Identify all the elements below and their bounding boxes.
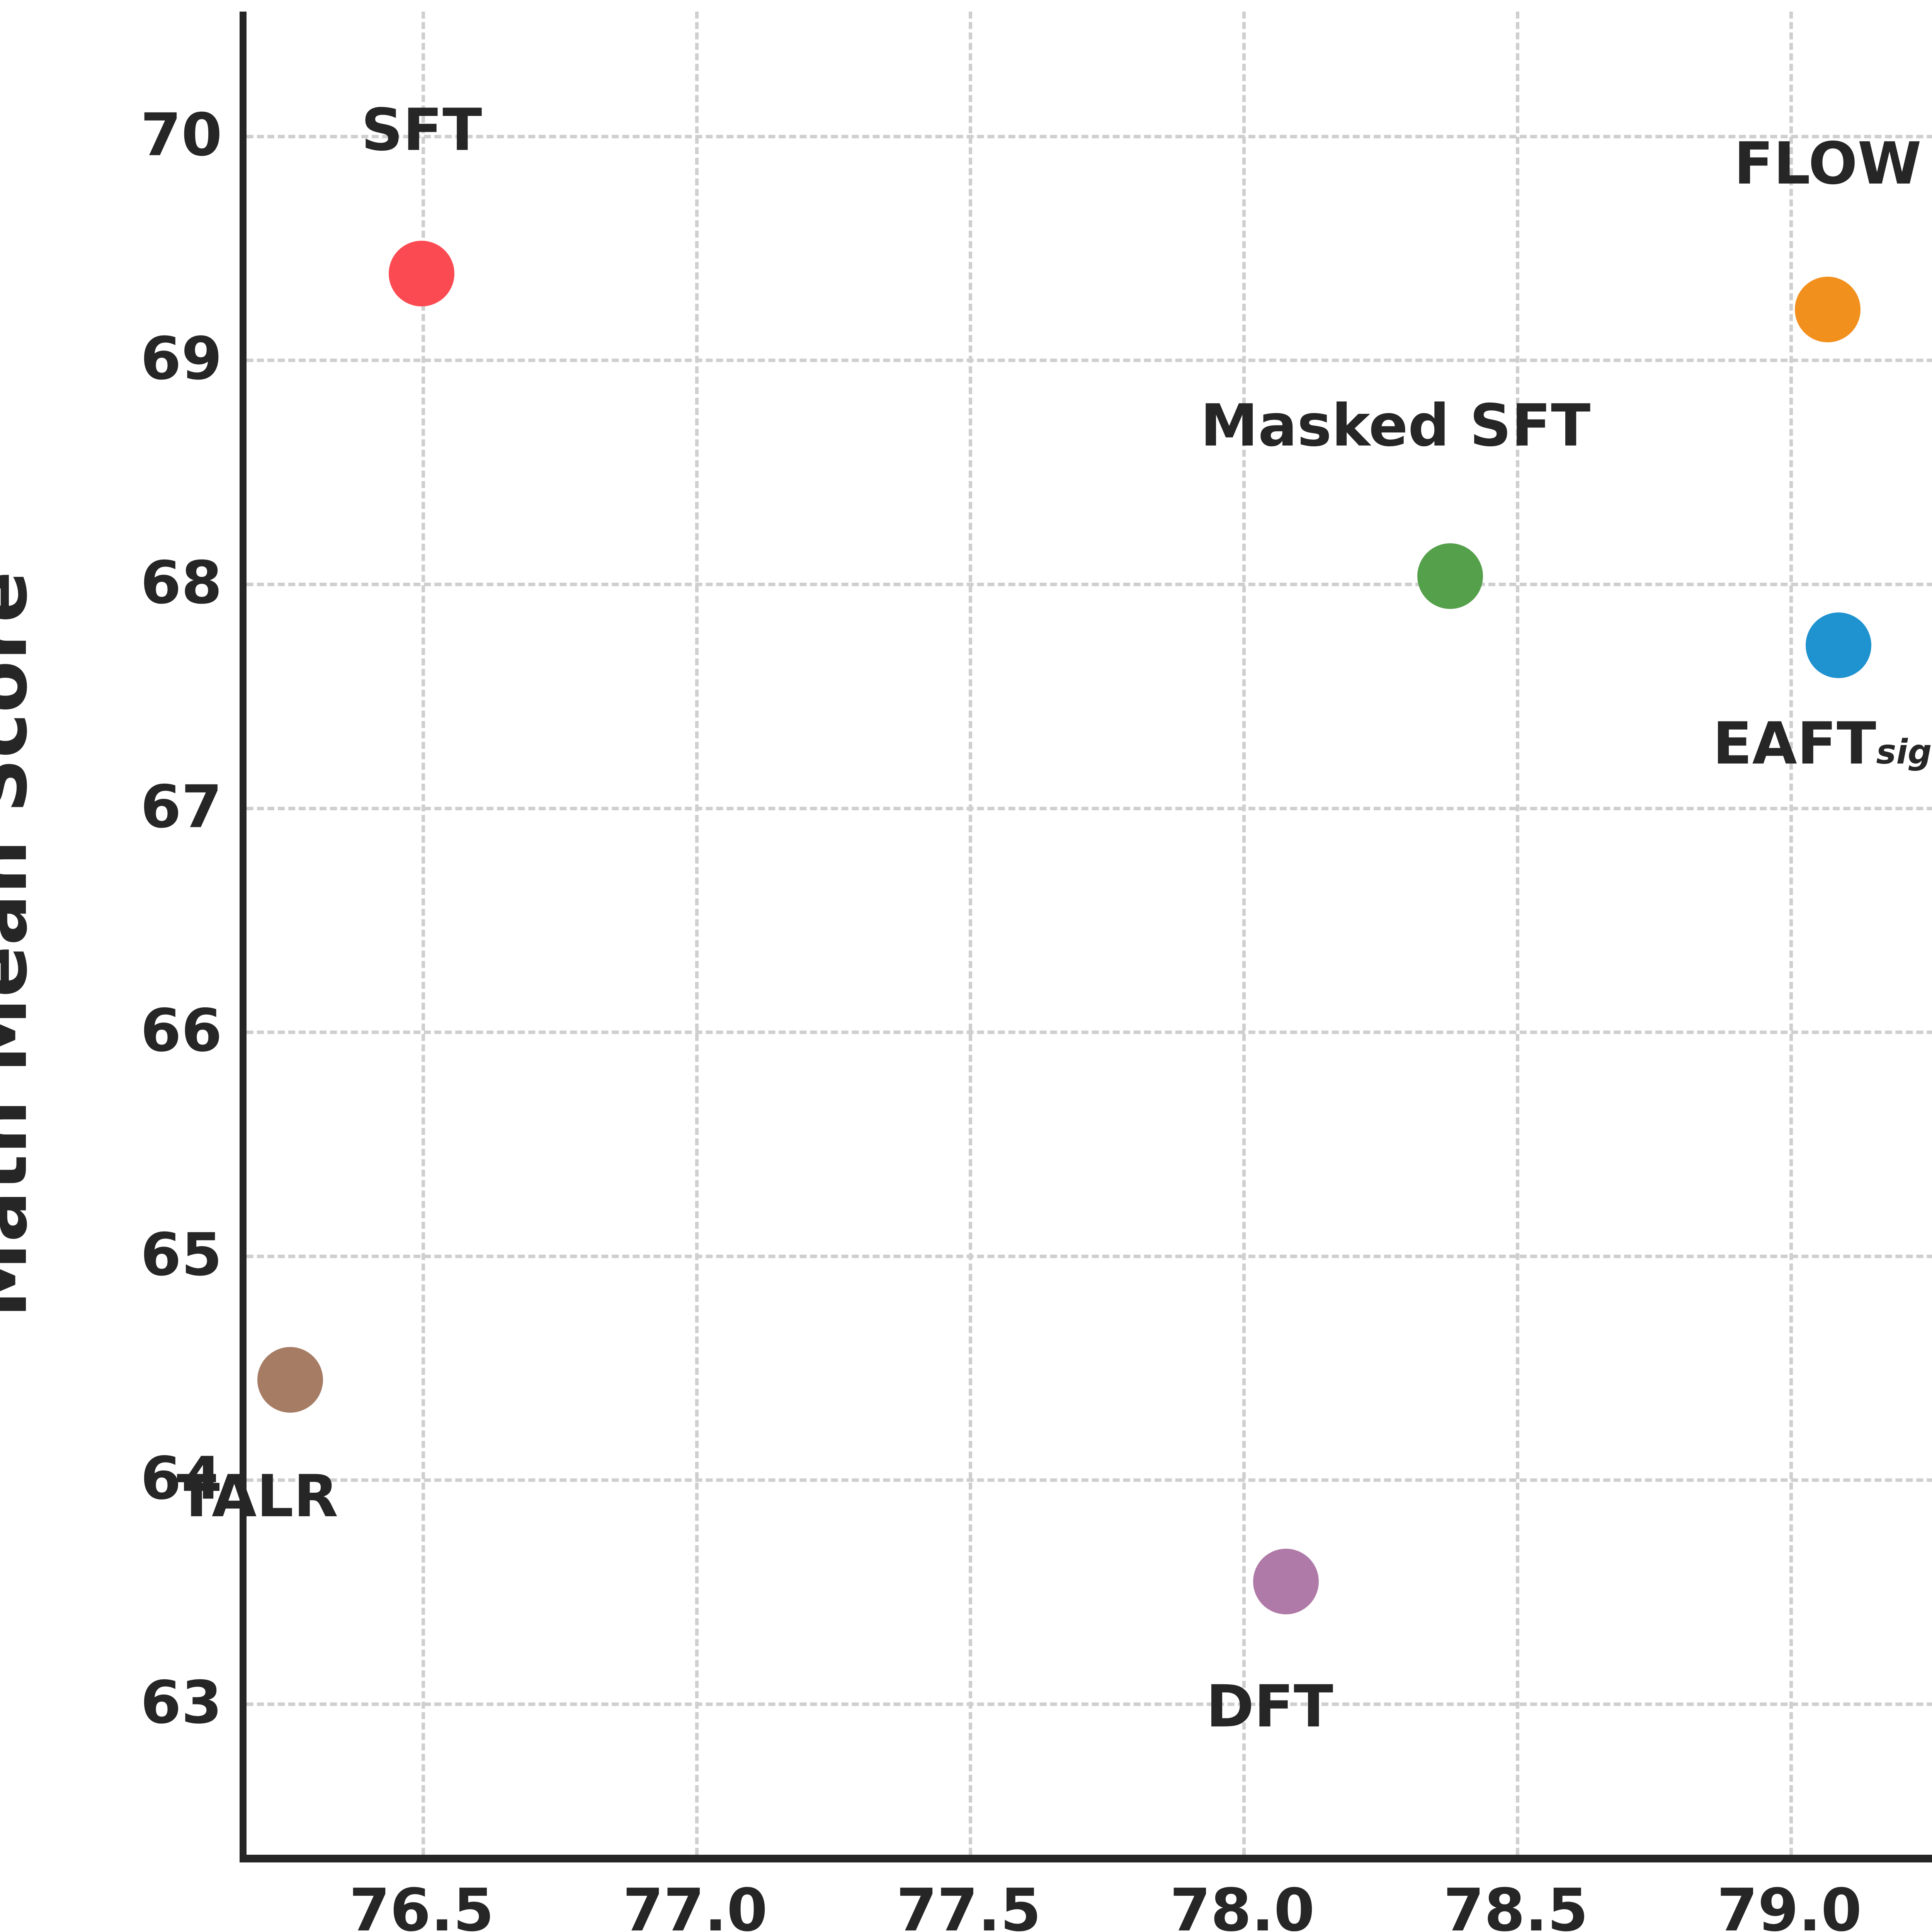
y-axis-label: Math Mean Score bbox=[0, 571, 44, 1318]
y-tick-label: 66 bbox=[140, 996, 222, 1065]
y-tick-label: 65 bbox=[140, 1220, 222, 1289]
gridline-horizontal bbox=[247, 806, 1932, 810]
x-axis-spine bbox=[240, 1855, 1932, 1862]
gridline-horizontal bbox=[247, 1254, 1932, 1258]
y-tick-label: 67 bbox=[140, 772, 222, 841]
y-tick-label: 69 bbox=[140, 324, 222, 393]
y-axis-spine bbox=[240, 12, 247, 1862]
y-tick-label: 63 bbox=[140, 1668, 222, 1737]
gridline-horizontal bbox=[247, 1478, 1932, 1482]
gridline-horizontal bbox=[247, 1031, 1932, 1034]
x-tick-label: 79.0 bbox=[1717, 1876, 1862, 1932]
data-point-masked-sft[interactable] bbox=[1417, 543, 1483, 609]
point-label-eaft-sig: EAFTsig bbox=[1713, 710, 1932, 778]
data-point-eaft-sig[interactable] bbox=[1806, 612, 1872, 679]
gridline-vertical bbox=[422, 12, 425, 1855]
x-tick-label: 77.5 bbox=[896, 1876, 1041, 1932]
y-tick-label: 70 bbox=[140, 100, 222, 169]
gridline-horizontal bbox=[247, 359, 1932, 362]
data-point-dft[interactable] bbox=[1253, 1548, 1319, 1614]
x-tick-label: 78.0 bbox=[1170, 1876, 1315, 1932]
data-point-sft[interactable] bbox=[389, 241, 455, 307]
point-label-flow: FLOW bbox=[1734, 130, 1922, 198]
x-tick-label: 78.5 bbox=[1443, 1876, 1588, 1932]
y-tick-label: 64 bbox=[140, 1444, 222, 1513]
gridline-vertical bbox=[1789, 12, 1793, 1855]
point-label-dft: DFT bbox=[1206, 1673, 1333, 1741]
gridline-horizontal bbox=[247, 1702, 1932, 1706]
x-tick-label: 77.0 bbox=[622, 1876, 768, 1932]
gridline-horizontal bbox=[247, 134, 1932, 138]
x-tick-label: 76.5 bbox=[349, 1876, 494, 1932]
data-point-talr[interactable] bbox=[257, 1347, 323, 1413]
point-label-talr: TALR bbox=[177, 1463, 338, 1530]
gridline-horizontal bbox=[247, 582, 1932, 586]
gridline-vertical bbox=[969, 12, 972, 1855]
gridline-vertical bbox=[1242, 12, 1246, 1855]
plot-area bbox=[247, 12, 1932, 1855]
gridline-vertical bbox=[1515, 12, 1519, 1855]
point-label-sft: SFT bbox=[361, 97, 482, 164]
data-point-flow[interactable] bbox=[1794, 276, 1861, 342]
gridline-vertical bbox=[695, 12, 699, 1855]
y-tick-label: 68 bbox=[140, 548, 222, 617]
point-label-masked-sft: Masked SFT bbox=[1200, 392, 1591, 460]
